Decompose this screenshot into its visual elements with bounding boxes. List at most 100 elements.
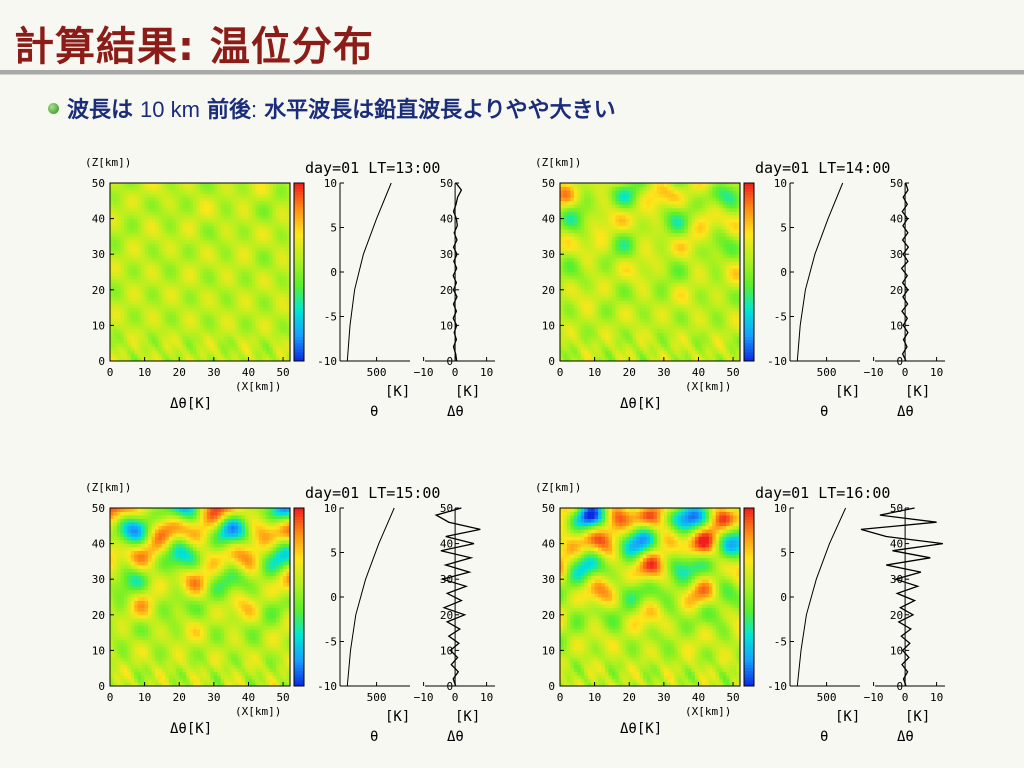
heatmap-cell <box>598 268 602 273</box>
heatmap-cell <box>137 225 142 230</box>
heatmap-cell <box>632 229 637 234</box>
heatmap-cell <box>110 325 114 330</box>
heatmap-cell <box>653 257 658 262</box>
heatmap-cell <box>110 289 114 294</box>
heatmap-cell <box>726 275 730 280</box>
heatmap-cell <box>241 289 246 294</box>
heatmap-cell <box>196 247 201 251</box>
heatmap-cell <box>241 254 246 259</box>
heatmap-cell <box>120 264 125 269</box>
heatmap-cell <box>196 261 201 266</box>
heatmap-cell <box>210 232 215 237</box>
heatmap-cell <box>272 207 277 212</box>
heatmap-cell <box>241 215 246 219</box>
heatmap-cell <box>639 296 644 301</box>
heatmap-cell <box>608 300 613 305</box>
heatmap-cell <box>684 339 689 344</box>
heatmap-cell <box>251 314 256 319</box>
heatmap-cell <box>155 268 159 273</box>
heatmap-cell <box>258 250 263 255</box>
heatmap-cell <box>165 261 170 266</box>
heatmap-cell <box>656 307 661 312</box>
heatmap-cell <box>591 286 595 291</box>
heatmap-cell <box>643 282 647 287</box>
heatmap-cell <box>625 279 630 283</box>
dtheta-y-tick-label: 0 <box>446 355 453 368</box>
heatmap-cell <box>172 296 177 301</box>
heatmap-cell <box>695 296 699 301</box>
heatmap-cell <box>587 318 592 323</box>
heatmap-cell <box>158 222 163 227</box>
heatmap-cell <box>646 314 651 319</box>
heatmap-cell <box>698 286 703 291</box>
heatmap-cell <box>123 243 128 248</box>
heatmap-cell <box>182 261 187 266</box>
heatmap-cell <box>203 257 208 262</box>
heatmap-cell <box>220 222 225 227</box>
heatmap-cell <box>161 257 166 262</box>
heatmap-cell <box>193 207 197 212</box>
heatmap-cell <box>220 264 225 269</box>
heatmap-cell <box>598 207 602 212</box>
x-tick-label: 0 <box>107 366 114 379</box>
heatmap-cell <box>148 300 152 305</box>
heatmap-cell <box>210 321 215 326</box>
heatmap-cell <box>560 236 564 241</box>
heatmap-cell <box>251 279 256 283</box>
heatmap-cell <box>262 304 267 308</box>
heatmap-cell <box>255 353 260 358</box>
heatmap-cell <box>193 193 197 198</box>
heatmap-cell <box>189 186 194 191</box>
heatmap-cell <box>258 183 263 187</box>
heatmap-cell <box>144 268 149 273</box>
heatmap-cell <box>134 328 138 333</box>
heatmap-cell <box>155 336 159 340</box>
heatmap-cell <box>622 204 627 209</box>
heatmap-cell <box>605 328 609 333</box>
heatmap-cell <box>646 353 651 358</box>
heatmap-cell <box>276 183 280 187</box>
heatmap-cell <box>660 207 665 212</box>
heatmap-cell <box>206 339 211 344</box>
heatmap-cell <box>110 304 114 308</box>
heatmap-cell <box>231 197 235 202</box>
heatmap-cell <box>691 222 696 227</box>
heatmap-cell <box>144 186 149 191</box>
heatmap-cell <box>701 353 706 358</box>
colorbar-step <box>294 280 304 285</box>
heatmap-cell <box>175 261 180 266</box>
heatmap-cell <box>636 261 640 266</box>
heatmap-cell <box>203 357 208 362</box>
heatmap-cell <box>656 279 661 283</box>
heatmap-cell <box>110 247 114 251</box>
heatmap-cell <box>196 353 201 358</box>
heatmap-cell <box>598 254 602 259</box>
heatmap-cell <box>200 318 204 323</box>
heatmap-cell <box>144 286 149 291</box>
heatmap-cell <box>660 332 665 337</box>
heatmap-cell <box>283 250 287 255</box>
field-label: Δθ[K] <box>170 396 212 412</box>
heatmap-cell <box>729 357 734 362</box>
heatmap-cell <box>733 336 737 340</box>
heatmap-cell <box>736 222 741 227</box>
heatmap-cell <box>286 183 291 187</box>
heatmap-cell <box>570 311 575 316</box>
heatmap-cell <box>667 282 672 287</box>
heatmap-cell <box>719 336 723 340</box>
heatmap-cell <box>241 343 246 348</box>
heatmap-cell <box>210 300 215 305</box>
heatmap-cell <box>601 204 606 209</box>
heatmap-cell <box>577 328 582 333</box>
heatmap-cell <box>708 336 713 340</box>
heatmap-cell <box>196 225 201 230</box>
heatmap-cell <box>608 279 613 283</box>
heatmap-cell <box>605 215 609 219</box>
heatmap-cell <box>116 296 121 301</box>
heatmap-cell <box>200 304 204 308</box>
heatmap-cell <box>193 282 197 287</box>
heatmap-cell <box>684 296 689 301</box>
heatmap-cell <box>213 275 218 280</box>
heatmap-cell <box>158 314 163 319</box>
heatmap-cell <box>715 218 720 223</box>
